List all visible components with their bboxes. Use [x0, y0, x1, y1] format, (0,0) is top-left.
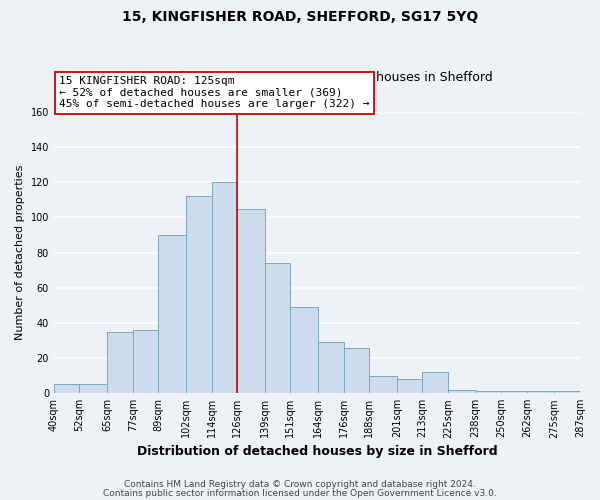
Bar	[237, 208, 265, 393]
Bar	[133, 330, 158, 393]
Bar	[54, 384, 79, 393]
Bar	[448, 390, 476, 393]
X-axis label: Distribution of detached houses by size in Shefford: Distribution of detached houses by size …	[137, 444, 497, 458]
Text: 15, KINGFISHER ROAD, SHEFFORD, SG17 5YQ: 15, KINGFISHER ROAD, SHEFFORD, SG17 5YQ	[122, 10, 478, 24]
Bar	[476, 392, 501, 393]
Bar	[369, 376, 397, 393]
Y-axis label: Number of detached properties: Number of detached properties	[15, 165, 25, 340]
Bar	[422, 372, 448, 393]
Bar	[554, 392, 580, 393]
Bar	[397, 379, 422, 393]
Text: Contains public sector information licensed under the Open Government Licence v3: Contains public sector information licen…	[103, 489, 497, 498]
Bar	[212, 182, 237, 393]
Text: Contains HM Land Registry data © Crown copyright and database right 2024.: Contains HM Land Registry data © Crown c…	[124, 480, 476, 489]
Bar	[186, 196, 212, 393]
Bar	[318, 342, 344, 393]
Bar	[265, 263, 290, 393]
Bar	[107, 332, 133, 393]
Bar	[501, 392, 527, 393]
Bar	[527, 392, 554, 393]
Text: 15 KINGFISHER ROAD: 125sqm
← 52% of detached houses are smaller (369)
45% of sem: 15 KINGFISHER ROAD: 125sqm ← 52% of deta…	[59, 76, 370, 109]
Bar	[290, 307, 318, 393]
Bar	[158, 235, 186, 393]
Title: Size of property relative to detached houses in Shefford: Size of property relative to detached ho…	[142, 72, 493, 85]
Bar	[79, 384, 107, 393]
Bar	[344, 348, 369, 393]
